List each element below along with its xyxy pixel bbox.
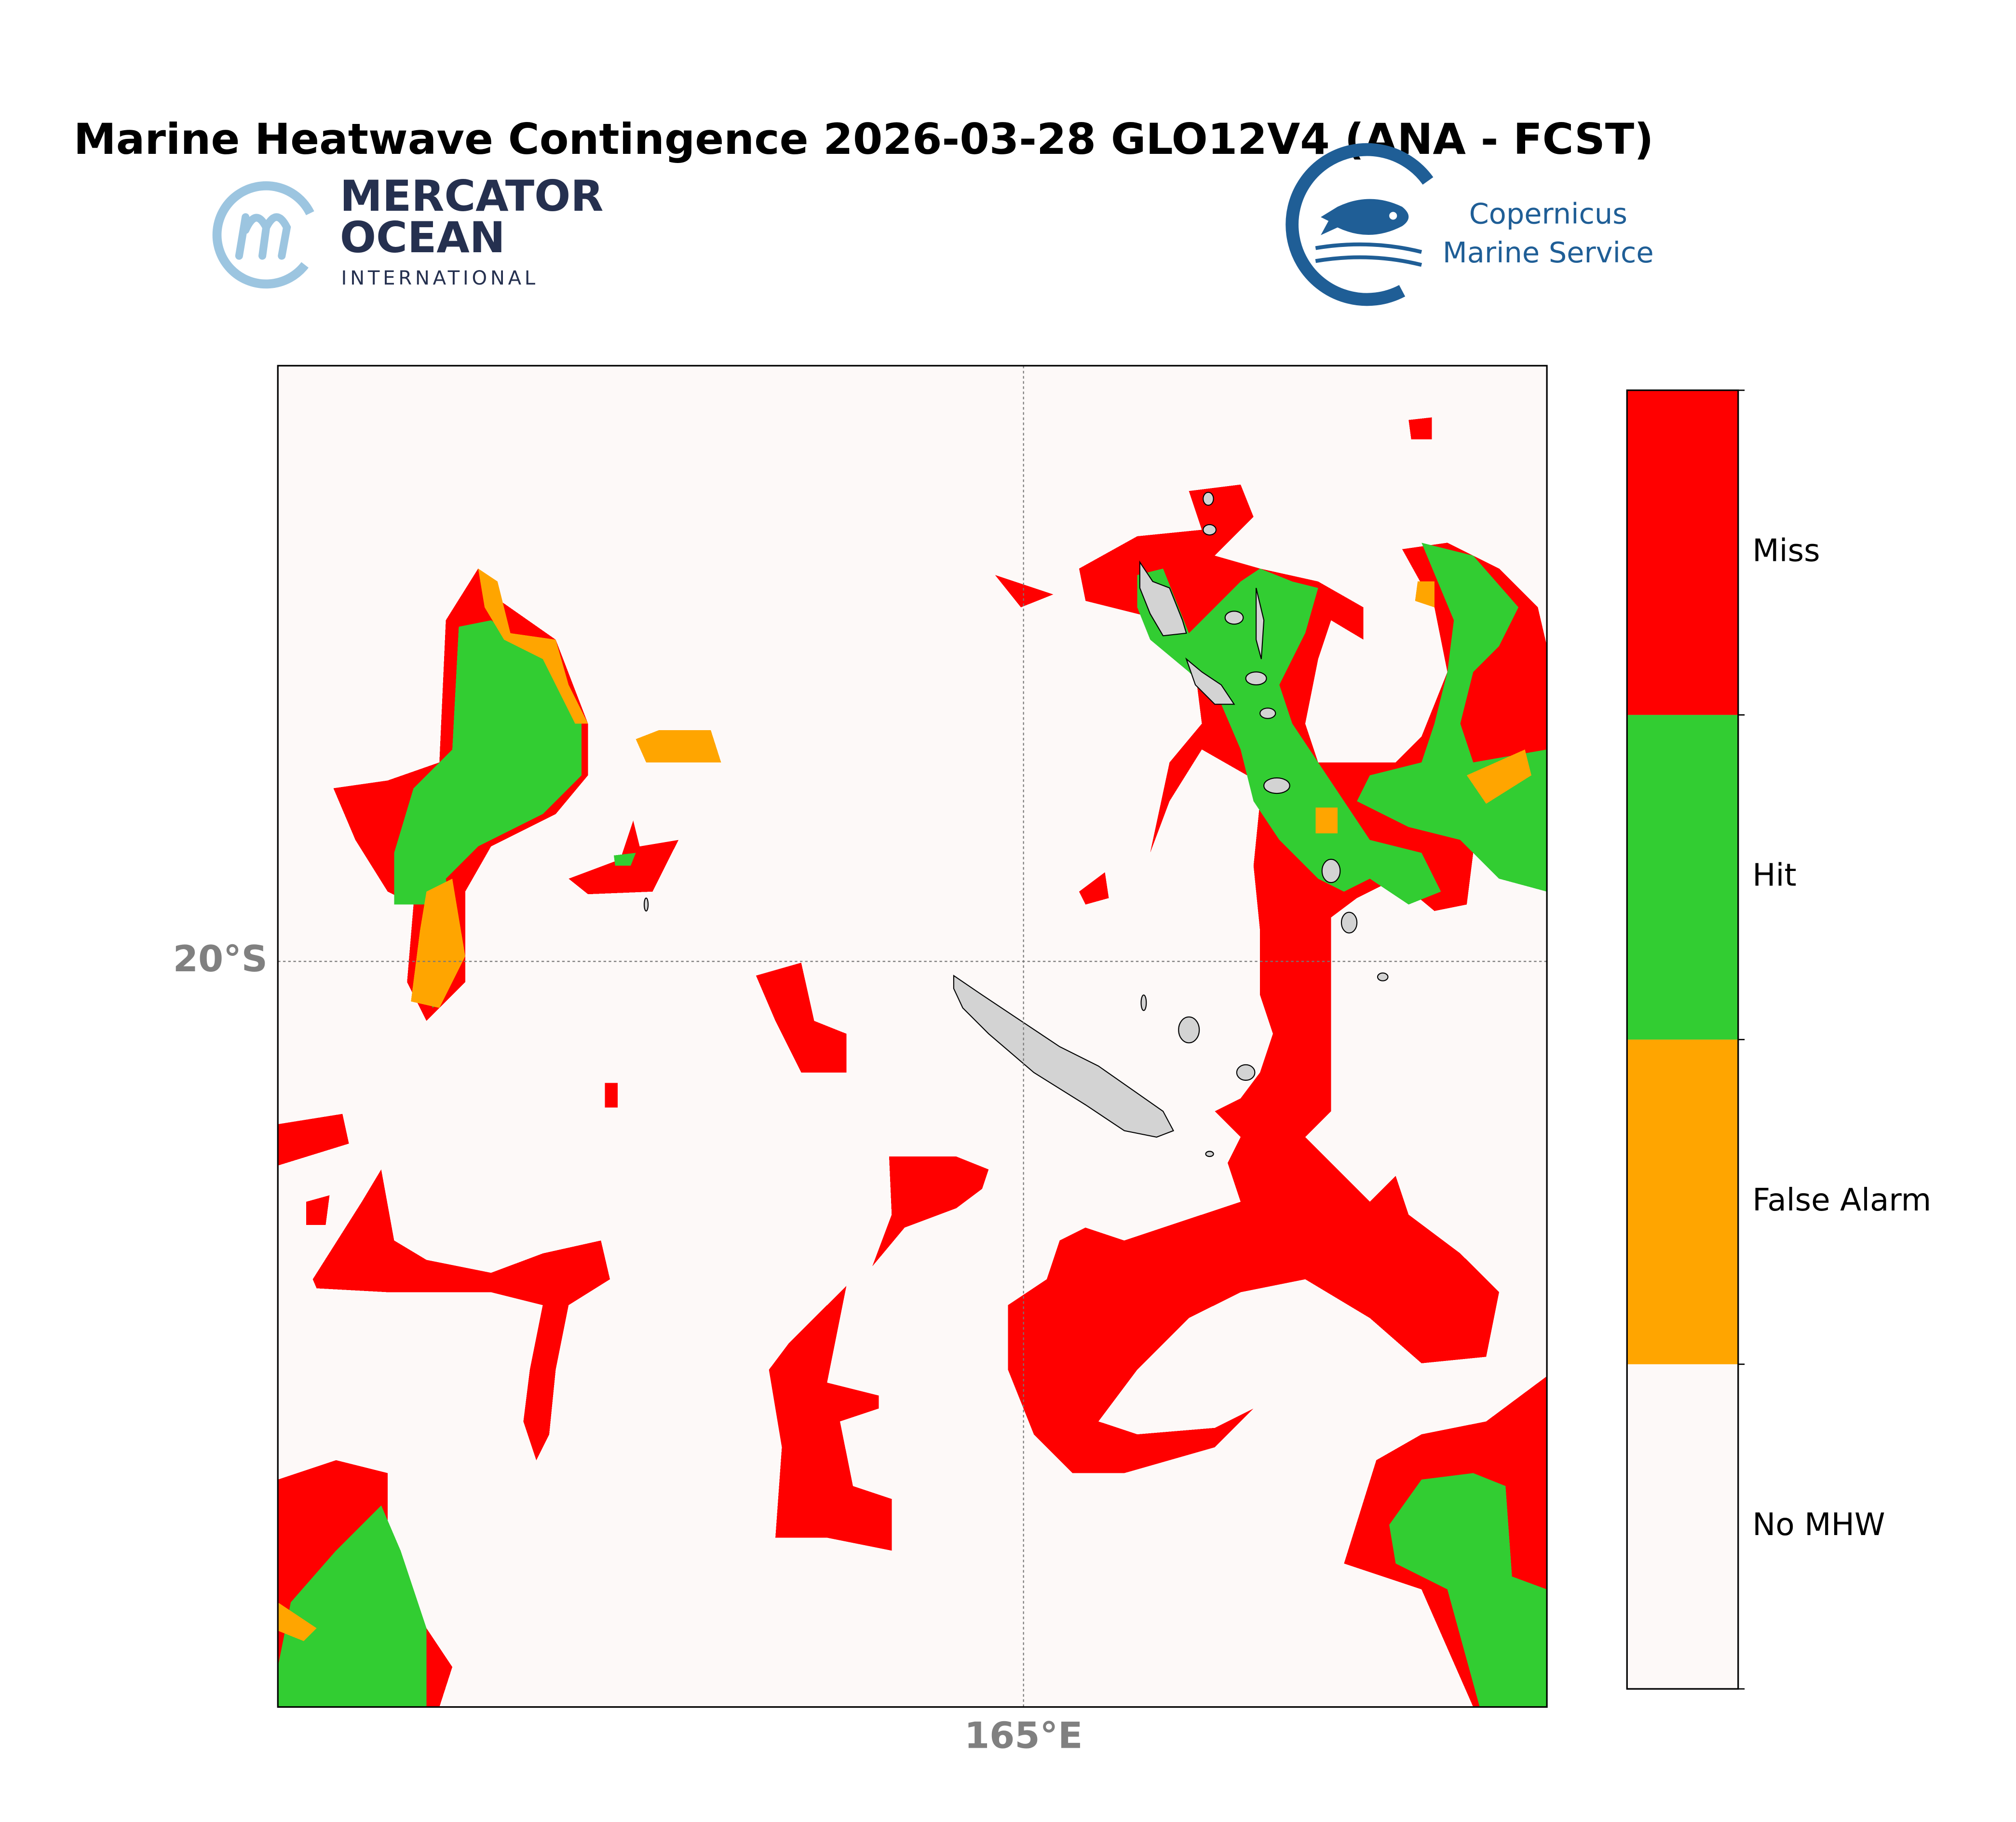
colorbar: No MHW False Alarm Hit Miss: [1626, 389, 1931, 1690]
land: [1236, 1064, 1256, 1081]
false-alarm-area: [1315, 807, 1338, 834]
land: [1205, 1151, 1214, 1157]
miss-area: [769, 1286, 892, 1551]
logo-text: Copernicus: [1469, 197, 1627, 231]
colorbar-frame: [1626, 389, 1739, 1690]
miss-area: [756, 963, 847, 1073]
land: [1321, 858, 1341, 884]
miss-area: [995, 575, 1054, 608]
miss-area: [1008, 484, 1547, 1473]
colorbar-segment: [1627, 1364, 1738, 1689]
land: [1203, 524, 1217, 536]
land: [643, 897, 649, 912]
miss-area: [872, 1156, 989, 1266]
logo-text: Marine Service: [1443, 236, 1654, 269]
lat-label: 20°S: [173, 938, 268, 980]
false-alarm-area: [411, 879, 465, 1008]
land: [1256, 587, 1265, 659]
false-alarm-area: [278, 1602, 317, 1641]
miss-area: [306, 1195, 330, 1225]
colorbar-segment: [1627, 715, 1738, 1040]
logo-text: OCEAN: [340, 213, 505, 262]
logo-wave: [1315, 242, 1422, 267]
colorbar-segment: [1627, 1039, 1738, 1364]
land: [1224, 611, 1244, 625]
land: [1377, 972, 1389, 981]
colorbar-label: Miss: [1752, 532, 1820, 569]
colorbar-label: No MHW: [1752, 1507, 1885, 1543]
map-frame: [277, 365, 1548, 1708]
miss-area: [605, 1083, 618, 1108]
title: Marine Heatwave Contingence 2026-03-28 G…: [74, 114, 1654, 164]
land: [1185, 657, 1235, 705]
map-background: [278, 366, 1547, 1707]
hit-area: [614, 853, 636, 866]
map: 20°S 165°E: [173, 365, 1548, 1756]
land: [1245, 671, 1267, 686]
mercator-logo: MERCATOR OCEAN INTERNATIONAL: [212, 171, 604, 289]
false-alarm-area: [478, 568, 588, 724]
logo-eye: [1389, 212, 1397, 220]
logo-ring: [212, 181, 314, 289]
land: [1178, 1016, 1200, 1044]
colorbar-label: Hit: [1752, 857, 1796, 894]
logo-m: [235, 213, 291, 260]
logo-text: MERCATOR: [340, 171, 604, 221]
land: [1140, 994, 1147, 1011]
land: [1340, 911, 1358, 934]
land: [1263, 777, 1290, 794]
copernicus-logo: Copernicus Marine Service: [1285, 143, 1654, 306]
land: [1203, 491, 1214, 506]
miss-area: [278, 1114, 349, 1166]
false-alarm-area: [1415, 581, 1434, 608]
colorbar-segment: [1627, 390, 1738, 715]
false-alarm-area: [636, 730, 721, 762]
miss-area: [1079, 872, 1109, 905]
logo-arc: [1285, 143, 1434, 306]
hit-area: [278, 1505, 427, 1707]
miss-area: [312, 1169, 610, 1460]
logo-text: INTERNATIONAL: [341, 267, 539, 289]
colorbar-label: False Alarm: [1752, 1182, 1931, 1218]
logo-fish: [1321, 199, 1409, 235]
lon-label: 165°E: [964, 1714, 1082, 1756]
land: [1139, 560, 1187, 637]
land: [1259, 707, 1276, 719]
false-alarm-area: [1466, 749, 1531, 804]
hit-area: [1357, 543, 1547, 892]
miss-area: [1408, 417, 1432, 440]
hit-area: [1137, 568, 1441, 905]
land: [953, 974, 1175, 1138]
hit-area: [1389, 1473, 1547, 1707]
